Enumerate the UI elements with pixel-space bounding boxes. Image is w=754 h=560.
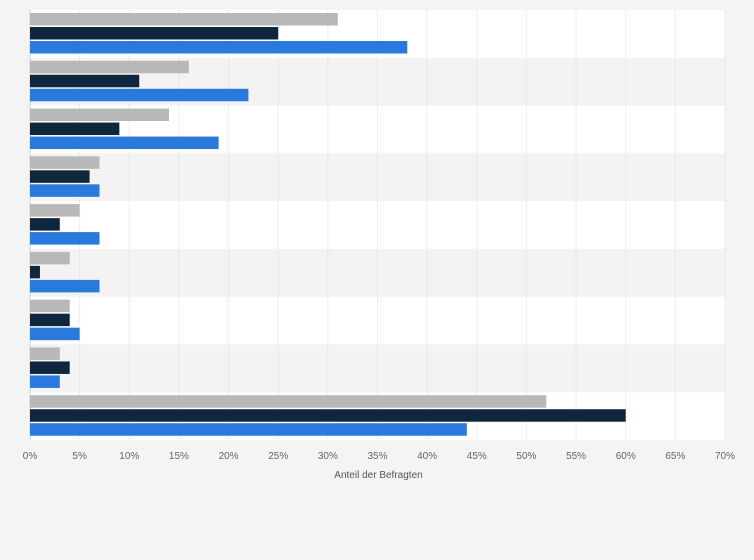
bar-3-row-2[interactable] [30,88,249,102]
x-tick-label: 10% [119,451,139,462]
bar-2-row-6[interactable] [30,265,40,279]
x-tick-label: 35% [367,451,387,462]
bar-2-row-2[interactable] [30,74,140,88]
bar-3-row-4[interactable] [30,184,100,197]
x-tick-label: 0% [23,451,38,462]
bar-3-row-7[interactable] [30,327,80,341]
row-band [30,153,725,202]
x-axis-title: Anteil der Befragten [334,470,422,481]
bar-2-row-3[interactable] [30,122,120,136]
bar-1-row-8[interactable] [30,347,60,360]
x-tick-label: 60% [616,451,636,462]
bar-2-row-5[interactable] [30,218,60,231]
x-tick-label: 55% [566,451,586,462]
bar-1-row-2[interactable] [30,60,189,74]
x-axis-ticks: 0% 5% 10% 15% 20% 25% 30% 35% 40% 45% 50% 55% 60% 65%… [23,451,735,462]
bar-3-row-8[interactable] [30,375,60,388]
x-tick-label: 15% [169,451,189,462]
bar-3-row-9[interactable] [30,423,467,436]
bar-1-row-7[interactable] [30,299,70,313]
x-tick-label: 25% [268,451,288,462]
bar-1-row-9[interactable] [30,395,547,408]
x-tick-label: 30% [318,451,338,462]
bar-3-row-6[interactable] [30,279,100,293]
x-tick-label: 40% [417,451,437,462]
x-tick-label: 70% [715,451,735,462]
bar-3-row-3[interactable] [30,136,219,150]
bars [30,13,626,436]
bar-2-row-9[interactable] [30,409,626,422]
bar-2-row-7[interactable] [30,313,70,327]
x-tick-label: 65% [665,451,685,462]
x-tick-label: 50% [516,451,536,462]
bar-1-row-4[interactable] [30,156,100,169]
bar-1-row-6[interactable] [30,251,70,265]
bar-2-row-4[interactable] [30,170,90,183]
bar-1-row-3[interactable] [30,108,169,122]
bar-1-row-5[interactable] [30,204,80,217]
bar-3-row-5[interactable] [30,232,100,245]
gridlines [29,10,726,440]
bar-2-row-8[interactable] [30,361,70,374]
x-tick-label: 5% [72,451,87,462]
x-tick-label: 20% [219,451,239,462]
bar-1-row-1[interactable] [30,13,338,26]
x-tick-label: 45% [467,451,487,462]
bar-2-row-1[interactable] [30,27,279,40]
bar-3-row-1[interactable] [30,41,408,54]
